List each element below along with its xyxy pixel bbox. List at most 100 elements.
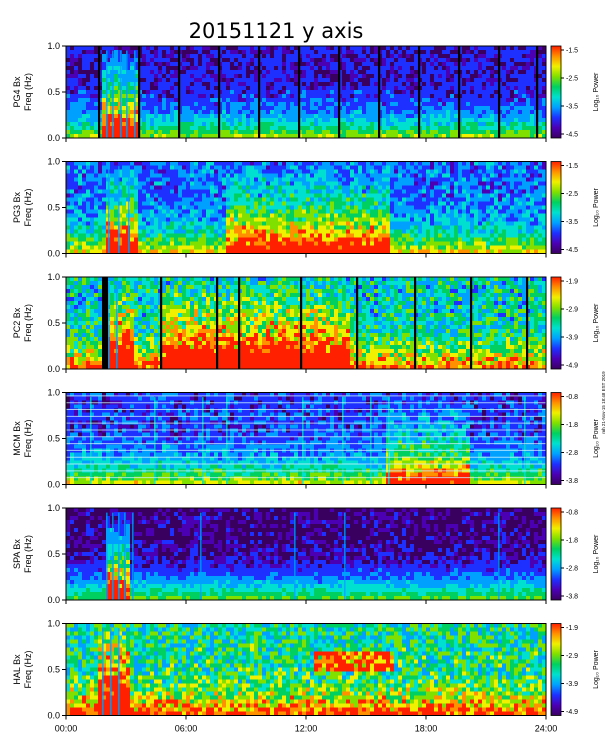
burst-streak: [134, 50, 136, 138]
burst-streak: [302, 397, 304, 485]
colorbar-label: Log₁₀ Power: [593, 72, 600, 111]
x-tick-label: 18:00: [415, 724, 438, 734]
colorbar: [550, 45, 562, 139]
burst-streak: [524, 397, 526, 485]
burst-streak: [90, 397, 92, 485]
panel-4: 0.0 0.5 1.0 MCM Bx Freq (Hz) -0.8 -1.8 -2.8 -3.8…: [12, 371, 606, 490]
x-tick-label: 00:00: [55, 724, 78, 734]
colorbar-tick-label: -1.9: [566, 279, 578, 286]
freq-axis-label: Freq (Hz): [23, 73, 33, 111]
data-gap: [418, 46, 421, 138]
data-gap: [160, 277, 163, 369]
colorbar-tick-label: -4.9: [566, 709, 578, 716]
colorbar-label: Log₁₀ Power: [593, 534, 600, 573]
x-tick-label: 12:00: [295, 724, 318, 734]
burst-streak: [344, 512, 346, 600]
data-gap: [238, 277, 241, 369]
burst-streak: [342, 397, 344, 485]
data-gap: [338, 46, 341, 138]
colorbar-tick-label: -0.8: [566, 510, 578, 517]
burst-streak: [388, 397, 390, 485]
colorbar-tick-label: -1.8: [566, 538, 578, 545]
colorbar-tick-label: -2.9: [566, 307, 578, 314]
freq-axis-label: Freq (Hz): [23, 535, 33, 573]
y-tick-label: 0.0: [47, 480, 60, 490]
burst-streak: [116, 281, 118, 369]
colorbar-tick-label: -3.5: [566, 219, 578, 226]
colorbar-label: Log₁₀ Power: [593, 303, 600, 342]
y-tick-label: 0.0: [47, 133, 60, 143]
y-tick-label: 0.5: [47, 665, 60, 675]
station-label: PC2 Bx: [12, 307, 22, 338]
colorbar-tick-label: -4.5: [566, 247, 578, 254]
y-tick-label: 1.0: [47, 272, 60, 282]
data-gap: [178, 46, 181, 138]
data-gap: [356, 277, 359, 369]
spectrogram-cells: [66, 623, 546, 716]
freq-axis-label: Freq (Hz): [23, 304, 33, 342]
data-gap: [526, 277, 529, 369]
burst-streak: [294, 512, 296, 600]
colorbar-label: Log₁₀ Power: [593, 418, 600, 457]
colorbar-tick-label: -4.5: [566, 132, 578, 139]
data-gap: [378, 46, 381, 138]
burst-streak: [112, 50, 114, 138]
burst-streak: [226, 397, 228, 485]
colorbar: [550, 623, 562, 716]
burst-streak: [132, 512, 134, 600]
burst-streak: [108, 166, 110, 254]
colorbar-tick-label: -3.9: [566, 335, 578, 342]
spectrogram-cells: [66, 277, 546, 369]
spectrogram-cells: [66, 161, 546, 254]
spectrogram-cells: [66, 46, 546, 138]
burst-streak: [108, 281, 110, 369]
colorbar-tick-label: -2.9: [566, 653, 578, 660]
station-label: SPA Bx: [12, 539, 22, 569]
station-label: PG4 Bx: [12, 76, 22, 108]
station-label: HAL Bx: [12, 654, 22, 685]
colorbar-label: Log₁₀ Power: [593, 187, 600, 226]
colorbar-tick-label: -1.5: [566, 48, 578, 55]
burst-streak: [120, 50, 122, 138]
freq-axis-label: Freq (Hz): [23, 188, 33, 226]
station-label: MCM Bx: [12, 421, 22, 456]
y-tick-label: 0.5: [47, 549, 60, 559]
burst-streak: [112, 512, 114, 600]
panel-2: 0.0 0.5 1.0 PG3 Bx Freq (Hz) -1.5 -2.5 -3.5 -4.5…: [12, 157, 600, 259]
y-tick-label: 1.0: [47, 41, 60, 51]
colorbar: [550, 276, 562, 370]
freq-axis-label: Freq (Hz): [23, 650, 33, 688]
burst-streak: [370, 397, 372, 485]
y-tick-label: 1.0: [47, 619, 60, 629]
colorbar-tick-label: -1.8: [566, 422, 578, 429]
y-tick-label: 0.5: [47, 203, 60, 213]
burst-streak: [128, 166, 130, 254]
spectrogram-cells: [66, 508, 546, 600]
burst-streak: [106, 512, 108, 600]
y-tick-label: 0.5: [47, 318, 60, 328]
colorbar-tick-label: -2.5: [566, 76, 578, 83]
y-tick-label: 0.0: [47, 595, 60, 605]
data-gap: [414, 277, 417, 369]
figure-title: 20151121 y axis: [189, 19, 364, 43]
freq-axis-label: Freq (Hz): [23, 419, 33, 457]
burst-streak: [110, 628, 112, 716]
x-tick-label: 06:00: [175, 724, 198, 734]
burst-streak: [118, 628, 120, 716]
x-tick-label: 24:00: [535, 724, 558, 734]
data-gap: [216, 277, 219, 369]
y-tick-label: 0.5: [47, 434, 60, 444]
data-gap: [458, 46, 461, 138]
y-tick-label: 0.5: [47, 87, 60, 97]
burst-streak: [106, 50, 108, 138]
burst-streak: [124, 512, 126, 600]
colorbar-tick-label: -1.5: [566, 163, 578, 170]
colorbar: [550, 161, 562, 254]
data-gap: [298, 46, 301, 138]
data-gap: [138, 46, 141, 138]
data-gap: [536, 46, 539, 138]
colorbar-tick-label: -3.5: [566, 104, 578, 111]
colorbar-tick-label: -4.9: [566, 363, 578, 370]
y-tick-label: 1.0: [47, 157, 60, 167]
